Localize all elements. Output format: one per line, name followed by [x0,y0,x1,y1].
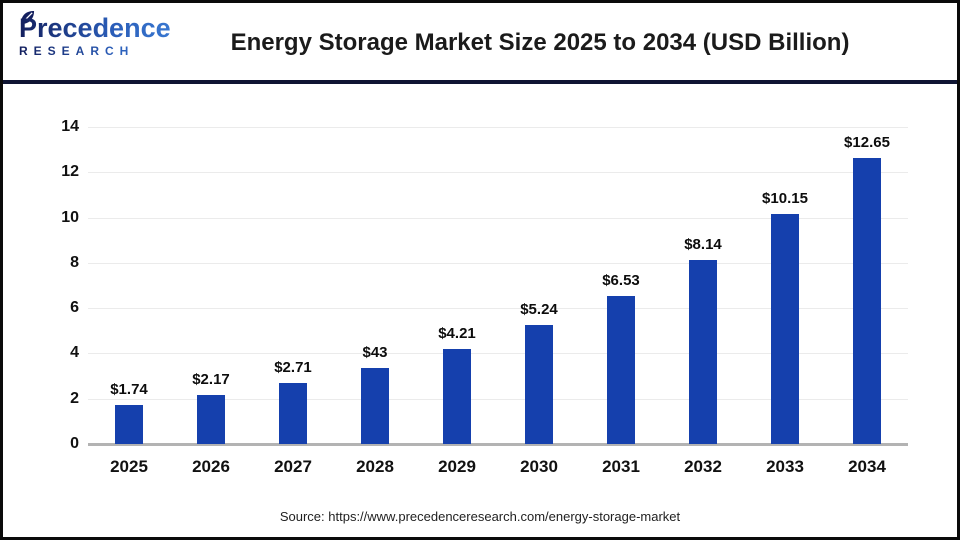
y-axis-tick-label: 4 [70,344,79,361]
gridline [88,218,908,219]
x-axis-tick-label: 2032 [684,457,722,476]
x-axis-tick-label: 2025 [110,457,148,476]
bar [525,325,553,444]
leaf-icon [20,10,35,30]
source-text: Source: https://www.precedenceresearch.c… [279,509,681,524]
x-axis-tick-label: 2026 [192,457,230,476]
x-axis-tick-label: 2027 [274,457,312,476]
bar-value-label: $8.14 [684,236,722,253]
bar [853,158,881,444]
bar [197,395,225,444]
x-axis-tick-label: 2029 [438,457,476,476]
bar-value-label: $4.21 [438,325,476,342]
chart-title: Energy Storage Market Size 2025 to 2034 … [230,29,850,56]
bar-value-label: $2.17 [192,371,230,388]
bar-value-label: $2.71 [274,359,312,376]
y-axis-tick-label: 2 [70,390,79,407]
x-axis-tick-label: 2034 [848,457,886,476]
x-axis-tick-label: 2030 [520,457,558,476]
header: Precedence RESEARCH Energy Storage Marke… [3,3,957,80]
logo-subtitle: RESEARCH [19,44,189,58]
bar [115,405,143,444]
bar [279,383,307,444]
x-axis-tick-label: 2033 [766,457,804,476]
bar-value-label: $6.53 [602,272,640,289]
bar [607,296,635,444]
x-axis-baseline [88,443,908,446]
y-axis-tick-label: 8 [70,254,79,271]
y-axis-tick-label: 10 [61,209,79,226]
bar-value-label: $43 [362,344,388,361]
gridline [88,399,908,400]
y-axis-tick-label: 14 [61,118,79,135]
gridline [88,127,908,128]
bar [689,260,717,444]
bar-value-label: $10.15 [762,190,808,207]
y-axis-tick-label: 6 [70,299,79,316]
x-axis-tick-label: 2031 [602,457,640,476]
gridline [88,263,908,264]
gridline [88,308,908,309]
bar-chart: 0 2 4 6 8 10 12 14 $1.74 2025 $2.17 2026 $2.71 2027 $4… [3,3,957,537]
logo-wordmark: Precedence [19,13,189,43]
bar [443,349,471,444]
gridline [88,353,908,354]
precedence-logo: Precedence RESEARCH [19,10,189,71]
bar [361,368,389,444]
x-axis-tick-label: 2028 [356,457,394,476]
bar-value-label: $12.65 [844,134,890,151]
bar [771,214,799,444]
y-axis-tick-label: 12 [61,163,79,180]
y-axis-tick-label: 0 [70,435,79,452]
gridline [88,172,908,173]
bar-value-label: $5.24 [520,301,558,318]
bar-value-label: $1.74 [110,381,148,398]
header-divider [3,80,957,84]
